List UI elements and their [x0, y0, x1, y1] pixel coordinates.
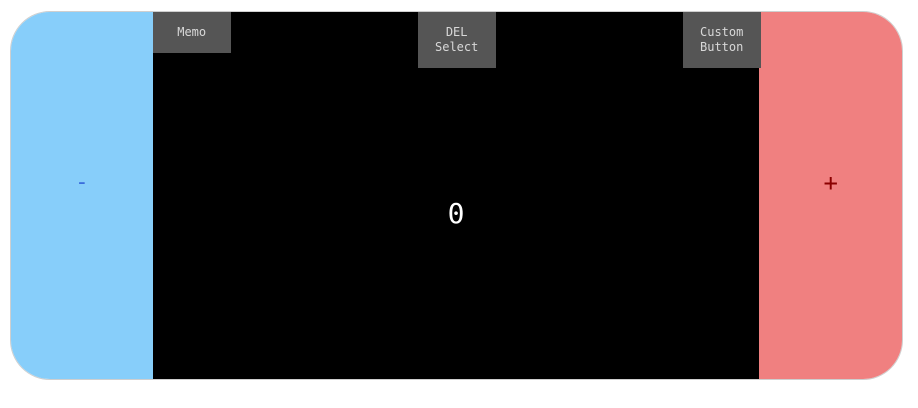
- plus-icon: +: [823, 168, 838, 197]
- counter-display: Memo DEL Select Custom Button 0: [152, 12, 761, 379]
- minus-icon: -: [75, 169, 89, 195]
- counter-widget: - Memo DEL Select Custom Button 0 +: [10, 11, 903, 380]
- increment-button[interactable]: +: [759, 12, 902, 379]
- memo-button[interactable]: Memo: [152, 12, 231, 53]
- del-select-button[interactable]: DEL Select: [417, 12, 496, 68]
- decrement-button[interactable]: -: [11, 12, 153, 379]
- counter-value: 0: [447, 197, 465, 230]
- custom-button[interactable]: Custom Button: [682, 12, 761, 68]
